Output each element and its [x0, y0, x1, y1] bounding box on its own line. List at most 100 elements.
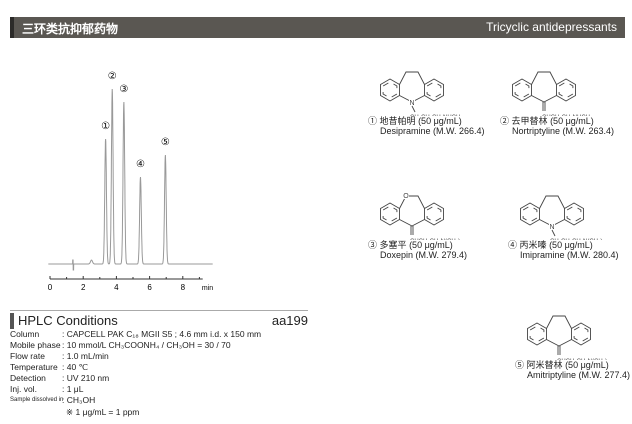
- compound-name-cn: 丙米嗪: [519, 240, 547, 250]
- compound-name-en: Nortriptyline (M.W. 263.4): [512, 126, 615, 136]
- compound-label: ④ 丙米嗪 (50 μg/mL): [508, 240, 632, 250]
- compound-number: ③: [368, 240, 378, 250]
- condition-key: Sample dissolved in: [10, 397, 64, 403]
- compound-name-cn: 地昔帕明: [379, 116, 416, 126]
- structure-diagram: CHCH₂CH₂NHCH₃: [512, 71, 593, 116]
- compound-concentration: (50 μg/mL): [550, 116, 594, 126]
- central-ring-bonds: [546, 339, 572, 347]
- peak-label: ②: [108, 71, 117, 82]
- side-chain-formula: CHCH₂CH₂N(CH₃)₂: [410, 239, 463, 240]
- condition-value: : CH₃OH: [62, 395, 96, 405]
- compound-concentration: (50 μg/mL): [565, 360, 609, 370]
- unit-note: ※ 1 μg/mL = 1 ppm: [66, 407, 140, 417]
- condition-row: Mobile phase: 10 mmol/L CH₃COONH₄ / CH₃O…: [10, 340, 308, 351]
- condition-key: Detection: [10, 373, 46, 383]
- conditions-title: HPLC Conditions: [18, 313, 118, 328]
- compound-name-en: Doxepin (M.W. 279.4): [380, 250, 468, 260]
- condition-key: Temperature: [10, 362, 58, 372]
- title-english: Tricyclic antidepressants: [486, 20, 617, 34]
- structure-diagram: N CH₂CH₂CH₂NHCH₃: [380, 71, 463, 116]
- condition-row: Detection : UV 210 nm: [10, 373, 308, 384]
- compound-2: CHCH₂CH₂NHCH₃② 去甲替林 (50 μg/mL)Nortriptyl…: [492, 62, 632, 136]
- chain-bond: [411, 105, 416, 113]
- benzene-ring: [556, 78, 576, 102]
- benzene-ring: [564, 202, 584, 226]
- nitrogen-atom: N: [409, 100, 414, 107]
- condition-row: Inj. vol.: 1 μL: [10, 384, 308, 395]
- compound-4: NCH₂CH₂CH₂N(CH₃)₂④ 丙米嗪 (50 μg/mL)Imipram…: [500, 186, 632, 260]
- condition-value: : CAPCELL PAK C₁₈ MGII S5 ; 4.6 mm i.d. …: [62, 329, 262, 339]
- ring-inner-bonds: [566, 205, 582, 223]
- header-bar: 三环类抗抑郁药物 Tricyclic antidepressants: [10, 17, 625, 38]
- chromatogram-trace: [48, 88, 213, 271]
- compound-label: ① 地昔帕明 (50 μg/mL): [368, 116, 510, 126]
- divider: [10, 310, 308, 311]
- benzene-ring: [424, 202, 444, 226]
- x-tick-label: 2: [81, 283, 86, 292]
- compound-1: N CH₂CH₂CH₂NHCH₃① 地昔帕明 (50 μg/mL)Desipram…: [360, 62, 510, 136]
- side-chain-formula: CHCH₂CH₂N(CH₃)₂: [557, 359, 610, 360]
- compound-label: ② 去甲替林 (50 μg/mL): [500, 116, 632, 126]
- compound-label: ⑤ 阿米替林 (50 μg/mL): [515, 360, 632, 370]
- central-ring-bonds: [531, 95, 557, 103]
- benzene-ring: [424, 78, 444, 102]
- application-code: aa199: [271, 313, 308, 328]
- peak-label: ③: [119, 84, 128, 95]
- compound-label: ③ 多塞平 (50 μg/mL): [368, 240, 510, 250]
- side-chain-formula: CHCH₂CH₂NHCH₃: [542, 115, 593, 116]
- oxygen-atom: O: [403, 193, 409, 200]
- compound-5: CHCH₂CH₂N(CH₃)₂⑤ 阿米替林 (50 μg/mL)Amitript…: [507, 306, 632, 380]
- condition-key: Mobile phase: [10, 340, 61, 350]
- condition-value: : UV 210 nm: [62, 373, 110, 383]
- ring-inner-bonds: [558, 81, 574, 99]
- condition-key: Inj. vol.: [10, 384, 37, 394]
- compound-name-cn: 阿米替林: [526, 360, 563, 370]
- compound-name-cn: 多塞平: [379, 240, 407, 250]
- compound-number: ②: [500, 116, 510, 126]
- condition-row: Column: CAPCELL PAK C₁₈ MGII S5 ; 4.6 mm…: [10, 329, 308, 340]
- ring-inner-bonds: [382, 81, 398, 99]
- compound-3: O CHCH₂CH₂N(CH₃)₂③ 多塞平 (50 μg/mL)Doxepin …: [360, 186, 510, 260]
- ring-inner-bonds: [382, 205, 398, 223]
- compound-name-en: Amitriptyline (M.W. 277.4): [527, 370, 631, 380]
- benzene-ring: [527, 322, 547, 346]
- condition-key: Flow rate: [10, 351, 45, 361]
- structure-diagram: N CH₂CH₂CH₂N(CH₃)₂: [520, 195, 605, 240]
- compound-name-en: Imipramine (M.W. 280.4): [520, 250, 619, 260]
- ring-inner-bonds: [426, 81, 442, 99]
- compound-number: ④: [508, 240, 518, 250]
- condition-value: : 40 ℃: [62, 362, 89, 372]
- condition-row: Sample dissolved in: CH₃OH: [10, 395, 308, 406]
- ring-inner-bonds: [426, 205, 442, 223]
- compound-number: ⑤: [515, 360, 525, 370]
- condition-row: Flow rate : 1.0 mL/min: [10, 351, 308, 362]
- x-tick-label: 0: [48, 283, 53, 292]
- chain-bond: [551, 229, 556, 237]
- peak-label: ④: [136, 159, 145, 170]
- ring-inner-bonds: [529, 325, 545, 343]
- structure-diagram: CHCH₂CH₂N(CH₃)₂: [527, 315, 610, 360]
- compound-name-en: Desipramine (M.W. 266.4): [380, 126, 485, 136]
- x-tick-label: 4: [114, 283, 119, 292]
- condition-value: : 1.0 mL/min: [62, 351, 109, 361]
- side-chain-formula: CH₂CH₂CH₂NHCH₃: [410, 115, 463, 116]
- benzene-ring: [380, 202, 400, 226]
- peak-label: ⑤: [161, 137, 170, 148]
- ring-inner-bonds: [522, 205, 538, 223]
- compound-number: ①: [368, 116, 378, 126]
- hplc-conditions: HPLC Conditions aa199 Column: CAPCELL PA…: [10, 310, 308, 418]
- x-tick-label: 8: [181, 283, 186, 292]
- ethylene-bridge: [399, 71, 425, 85]
- conditions-title-row: HPLC Conditions aa199: [10, 313, 308, 329]
- central-ring-bonds: [399, 219, 425, 227]
- x-axis-label: min: [202, 285, 213, 292]
- benzene-ring: [380, 78, 400, 102]
- chromatogram: 0 2 4 6 8 min ① ②③ ④ ⑤: [48, 71, 214, 292]
- peak-label: ①: [101, 121, 110, 132]
- side-chain-formula: CH₂CH₂CH₂N(CH₃)₂: [550, 239, 605, 240]
- title-chinese: 三环类抗抑郁药物: [22, 22, 119, 36]
- condition-value: : 10 mmol/L CH₃COONH₄ / CH₃OH = 30 / 70: [62, 340, 231, 350]
- ethylene-bridge: [539, 195, 565, 209]
- ethylene-bridge: [531, 71, 557, 85]
